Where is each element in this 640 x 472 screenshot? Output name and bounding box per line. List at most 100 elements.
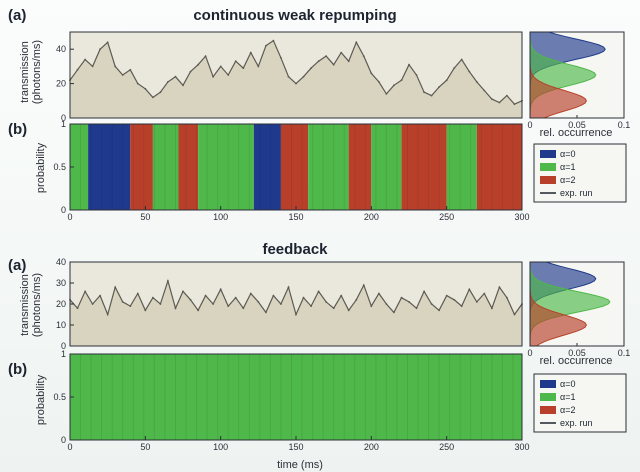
legend-swatch bbox=[540, 406, 556, 414]
top-probability-segment-α=2 bbox=[401, 124, 447, 210]
bottom-transmission-point bbox=[423, 290, 425, 293]
top-transmission-point bbox=[159, 91, 162, 94]
bottom-occurrence-panel: 0 0.05 0.1 bbox=[527, 261, 630, 358]
top-probability-segment-α=1 bbox=[308, 124, 349, 210]
top-probability-segment-α=1 bbox=[70, 124, 89, 210]
bottom-transmission-point bbox=[347, 309, 350, 312]
bottom-transmission-point bbox=[325, 301, 327, 303]
top-transmission-point bbox=[498, 101, 501, 104]
top-transmission-point bbox=[114, 65, 117, 68]
bottom-transmission-point bbox=[408, 301, 410, 303]
bottom-label-a: (a) bbox=[8, 257, 26, 274]
top-transmission-point bbox=[415, 74, 418, 76]
bottom-transmission-ylabel-1: transmission bbox=[19, 274, 31, 336]
bottom-transmission-point bbox=[310, 305, 312, 307]
bottom-transmission-point bbox=[99, 294, 101, 297]
top-transmission-point bbox=[460, 58, 463, 61]
bottom-transmission-ytick-label: 10 bbox=[56, 320, 66, 330]
bottom-transmission-ytick-label: 20 bbox=[56, 299, 66, 309]
bottom-transmission-point bbox=[159, 303, 162, 305]
legend-swatch bbox=[540, 150, 556, 158]
top-probability-ytick-label: 0 bbox=[61, 205, 66, 215]
bottom-probability-segment-α=1 bbox=[70, 354, 522, 440]
top-transmission-point bbox=[167, 81, 169, 83]
bottom-transmission-point bbox=[498, 286, 501, 289]
bottom-transmission-point bbox=[385, 303, 388, 305]
bottom-transmission-point bbox=[378, 292, 380, 295]
top-transmission-point bbox=[408, 63, 410, 66]
top-probability-xtick-label: 250 bbox=[439, 212, 454, 222]
top-transmission-point bbox=[197, 63, 200, 66]
bottom-transmission-point bbox=[415, 307, 418, 310]
bottom-transmission-point bbox=[295, 313, 297, 316]
bottom-transmission-point bbox=[249, 292, 252, 295]
top-transmission-panel: 0 20 40 bbox=[56, 31, 523, 123]
legend-item-label: α=1 bbox=[560, 392, 575, 402]
bottom-transmission-point bbox=[234, 296, 237, 299]
top-transmission-ytick-label: 20 bbox=[56, 79, 66, 89]
top-occurrence-xtick-label: 0 bbox=[527, 120, 532, 130]
bottom-transmission-point bbox=[272, 294, 275, 297]
bottom-probability-xtick-label: 0 bbox=[67, 442, 72, 452]
top-transmission-frame bbox=[69, 31, 523, 119]
top-probability-segment-α=0 bbox=[253, 124, 281, 210]
legend-item-label: exp. run bbox=[560, 418, 593, 428]
bottom-transmission-point bbox=[189, 298, 192, 301]
top-probability-ytick-label: 0.5 bbox=[53, 162, 66, 172]
bottom-transmission-point bbox=[167, 280, 169, 282]
top-transmission-area bbox=[70, 40, 522, 118]
bottom-probability-ytick-label: 1 bbox=[61, 349, 66, 359]
bottom-transmission-point bbox=[370, 305, 373, 307]
top-probability-segment-α=2 bbox=[280, 124, 308, 210]
top-transmission-point bbox=[491, 98, 493, 100]
bottom-transmission-point bbox=[174, 307, 177, 310]
top-probability-segment-α=2 bbox=[178, 124, 199, 210]
top-transmission-point bbox=[362, 55, 365, 57]
top-probability-ylabel: probability bbox=[35, 142, 47, 193]
top-legend: α=0 α=1 α=2 exp. run bbox=[533, 143, 627, 203]
bottom-transmission-point bbox=[506, 296, 508, 299]
bottom-transmission-point bbox=[76, 307, 79, 310]
bottom-title: feedback bbox=[262, 241, 328, 258]
legend-swatch bbox=[540, 176, 556, 184]
top-transmission-point bbox=[347, 60, 350, 63]
top-probability-xtick-label: 100 bbox=[213, 212, 228, 222]
bottom-legend: α=0 α=1 α=2 exp. run bbox=[533, 373, 627, 433]
bottom-transmission-point bbox=[129, 305, 132, 307]
top-occurrence-xtick-label: 0.1 bbox=[618, 120, 631, 130]
bottom-probability-panel: 0 0.5 1 0 50 100 150 200 250 300 bbox=[53, 349, 529, 452]
top-transmission-point bbox=[385, 93, 388, 95]
bottom-transmission-point bbox=[280, 303, 282, 305]
bottom-transmission-point bbox=[121, 301, 124, 303]
top-label-a: (a) bbox=[8, 7, 26, 24]
bottom-probability-ytick-label: 0.5 bbox=[53, 392, 66, 402]
top-probability-frame bbox=[69, 123, 523, 211]
bottom-probability-xtick-label: 100 bbox=[213, 442, 228, 452]
bottom-transmission-point bbox=[491, 307, 493, 310]
bottom-transmission-point bbox=[144, 309, 147, 312]
bottom-transmission-point bbox=[204, 294, 207, 297]
legend-item-label: α=0 bbox=[560, 149, 575, 159]
time-xlabel: time (ms) bbox=[277, 459, 323, 471]
top-transmission-point bbox=[182, 84, 184, 87]
top-probability-segment-α=2 bbox=[476, 124, 522, 210]
bottom-transmission-point bbox=[475, 301, 478, 303]
top-transmission-ylabel-2: (photons/ms) bbox=[31, 40, 43, 104]
bottom-transmission-point bbox=[468, 288, 471, 291]
top-occurrence-frame bbox=[529, 31, 625, 119]
top-transmission-point bbox=[219, 65, 222, 68]
bottom-transmission-point bbox=[114, 286, 117, 289]
top-probability-segment-α=1 bbox=[371, 124, 402, 210]
top-transmission-point bbox=[370, 72, 373, 75]
top-label-b: (b) bbox=[8, 121, 27, 138]
bottom-probability-ytick-label: 0 bbox=[61, 435, 66, 445]
bottom-transmission-panel: 0 10 20 30 40 bbox=[56, 257, 523, 351]
bottom-occurrence-xtick-label: 0 bbox=[527, 348, 532, 358]
bottom-probability-xtick-label: 250 bbox=[439, 442, 454, 452]
bottom-transmission-point bbox=[227, 305, 230, 307]
bottom-probability-xtick-label: 200 bbox=[364, 442, 379, 452]
top-transmission-point bbox=[400, 79, 403, 82]
legend-swatch bbox=[540, 393, 556, 401]
bottom-probability-xtick-label: 300 bbox=[514, 442, 529, 452]
